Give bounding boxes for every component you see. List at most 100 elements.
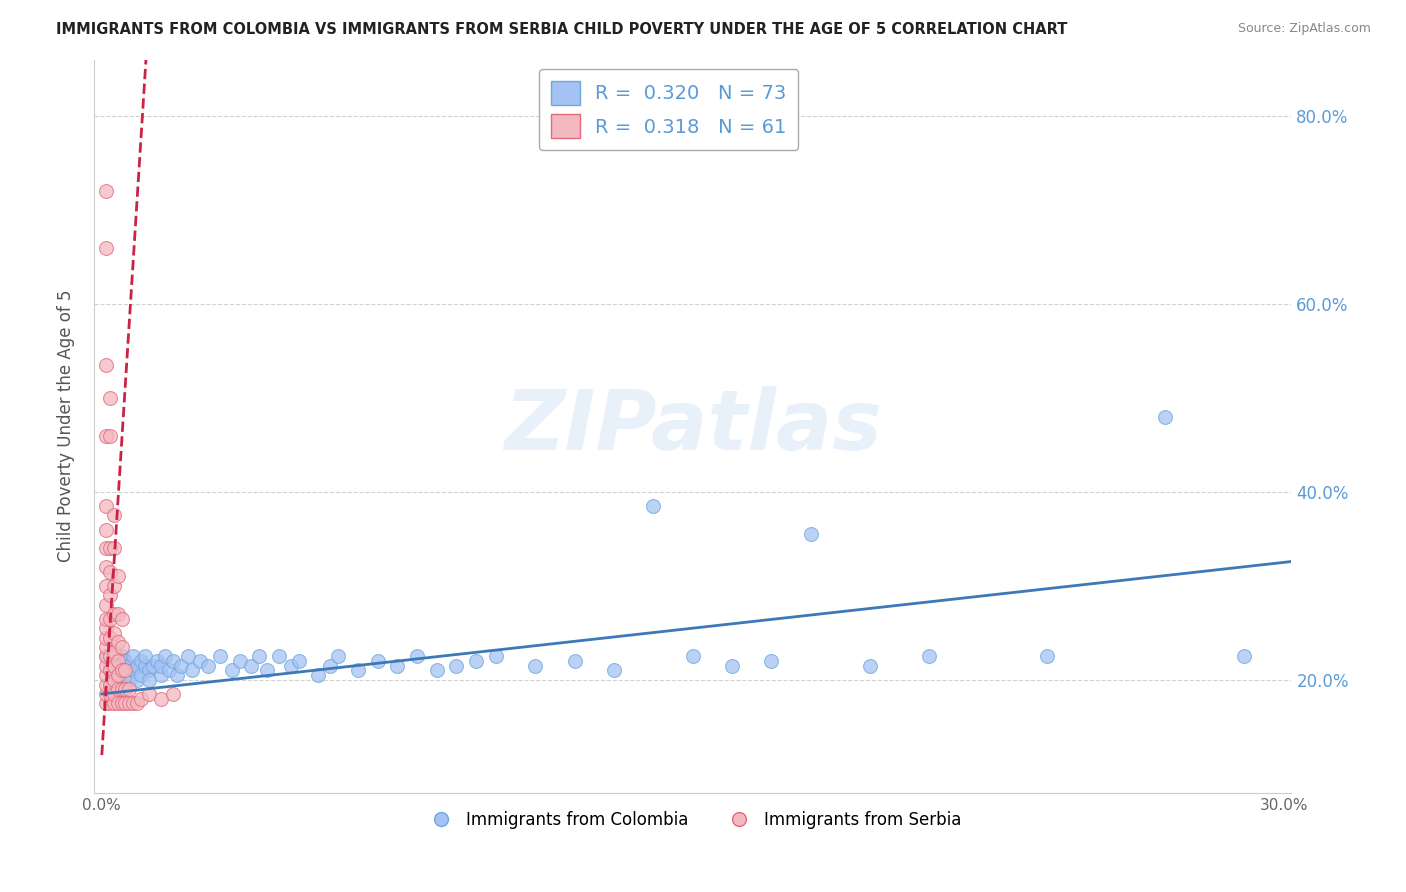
Point [122,664,145,678]
Point [169,658,191,673]
Point [308,668,330,682]
Point [107,635,129,649]
Point [114,697,136,711]
Point [107,682,129,697]
Point [107,668,129,682]
Point [103,664,125,678]
Point [127,658,149,673]
Point [98,687,121,701]
Point [122,697,145,711]
Point [98,677,121,691]
Point [1036,649,1059,664]
Point [127,673,149,687]
Point [134,658,156,673]
Point [110,697,132,711]
Point [107,569,129,583]
Point [94,241,117,255]
Point [446,658,468,673]
Point [328,649,350,664]
Point [98,391,121,405]
Point [107,668,129,682]
Point [94,612,117,626]
Point [138,687,160,701]
Point [103,697,125,711]
Point [138,664,160,678]
Point [146,654,169,668]
Point [319,658,342,673]
Point [166,668,188,682]
Point [103,658,125,673]
Point [103,607,125,621]
Point [1233,649,1256,664]
Point [94,541,117,556]
Point [118,682,141,697]
Point [367,654,389,668]
Point [188,654,211,668]
Point [103,673,125,687]
Text: Source: ZipAtlas.com: Source: ZipAtlas.com [1237,22,1371,36]
Text: IMMIGRANTS FROM COLOMBIA VS IMMIGRANTS FROM SERBIA CHILD POVERTY UNDER THE AGE O: IMMIGRANTS FROM COLOMBIA VS IMMIGRANTS F… [56,22,1067,37]
Point [103,687,125,701]
Point [103,579,125,593]
Point [98,588,121,602]
Point [107,654,129,668]
Legend: Immigrants from Colombia, Immigrants from Serbia: Immigrants from Colombia, Immigrants fro… [418,805,967,836]
Point [465,654,488,668]
Point [110,649,132,664]
Point [110,640,132,654]
Point [110,677,132,691]
Point [149,691,172,706]
Point [107,682,129,697]
Point [127,697,149,711]
Point [110,612,132,626]
Point [603,664,626,678]
Point [94,499,117,513]
Point [387,658,409,673]
Point [280,658,302,673]
Point [347,664,370,678]
Point [142,658,165,673]
Point [524,658,547,673]
Point [149,658,172,673]
Point [94,668,117,682]
Point [94,640,117,654]
Point [98,541,121,556]
Point [426,664,449,678]
Point [98,664,121,678]
Point [208,649,231,664]
Point [228,654,250,668]
Point [98,428,121,442]
Y-axis label: Child Poverty Under the Age of 5: Child Poverty Under the Age of 5 [58,290,75,562]
Point [114,682,136,697]
Point [98,612,121,626]
Point [110,664,132,678]
Point [94,677,117,691]
Point [98,565,121,579]
Point [94,649,117,664]
Text: ZIPatlas: ZIPatlas [503,385,882,467]
Point [153,649,176,664]
Point [118,697,141,711]
Point [94,649,117,664]
Point [240,658,263,673]
Point [564,654,586,668]
Point [94,428,117,442]
Point [94,184,117,198]
Point [94,658,117,673]
Point [94,560,117,574]
Point [129,691,152,706]
Point [94,697,117,711]
Point [761,654,783,668]
Point [122,649,145,664]
Point [94,358,117,372]
Point [94,579,117,593]
Point [94,631,117,645]
Point [149,668,172,682]
Point [287,654,309,668]
Point [267,649,290,664]
Point [103,673,125,687]
Point [103,645,125,659]
Point [110,682,132,697]
Point [256,664,278,678]
Point [103,645,125,659]
